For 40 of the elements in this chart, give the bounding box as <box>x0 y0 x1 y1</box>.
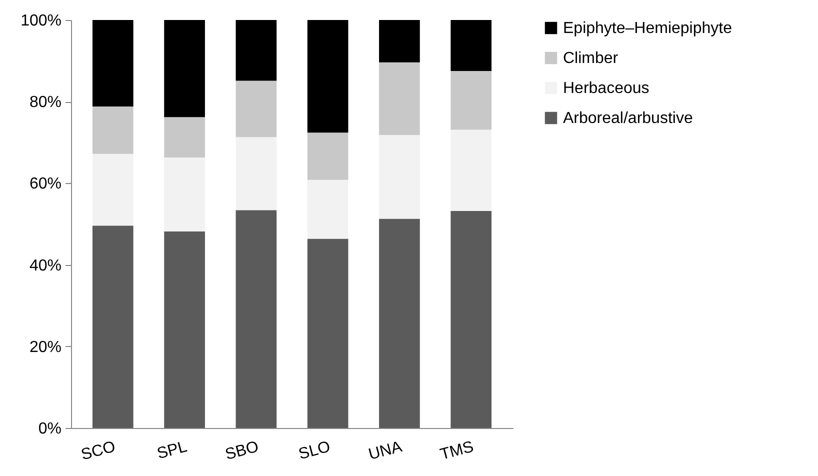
y-tick-label: 100% <box>20 12 62 30</box>
bar <box>164 157 205 232</box>
x-tick-label: UNA <box>366 438 404 464</box>
bar <box>236 80 277 138</box>
bar <box>450 130 492 211</box>
bar <box>236 210 277 428</box>
x-tick-label: SLO <box>296 438 332 464</box>
y-tick-label: 20% <box>29 338 62 356</box>
legend-label: Epiphyte–Hemiepiphyte <box>563 20 732 37</box>
bar <box>379 135 420 219</box>
bar <box>307 238 348 428</box>
bar <box>92 226 134 428</box>
legend-label: Climber <box>563 50 619 67</box>
bar <box>379 62 420 136</box>
x-tick-label: TMS <box>438 438 476 464</box>
bar <box>164 231 205 428</box>
legend-label: Herbaceous <box>563 80 650 97</box>
bar <box>92 20 134 106</box>
bar <box>307 20 348 133</box>
bar <box>450 20 492 71</box>
bar <box>236 137 277 210</box>
bar <box>450 210 492 428</box>
bar <box>307 132 348 180</box>
bar <box>164 117 205 158</box>
bar <box>379 218 420 428</box>
bar <box>236 20 277 81</box>
legend-label: Arboreal/arbustive <box>563 110 693 127</box>
y-tick-label: 80% <box>29 94 62 112</box>
bar <box>450 71 492 130</box>
bar <box>379 20 420 62</box>
x-tick-label: SCO <box>79 438 118 464</box>
x-tick-label: SBO <box>224 438 261 464</box>
bar <box>307 180 348 239</box>
y-tick-label: 40% <box>29 257 62 274</box>
bar <box>164 20 205 118</box>
y-tick-label: 0% <box>38 420 62 438</box>
bar <box>92 106 134 154</box>
x-tick-label: SPL <box>155 438 190 463</box>
y-tick-label: 60% <box>29 176 62 193</box>
bar <box>92 154 134 226</box>
